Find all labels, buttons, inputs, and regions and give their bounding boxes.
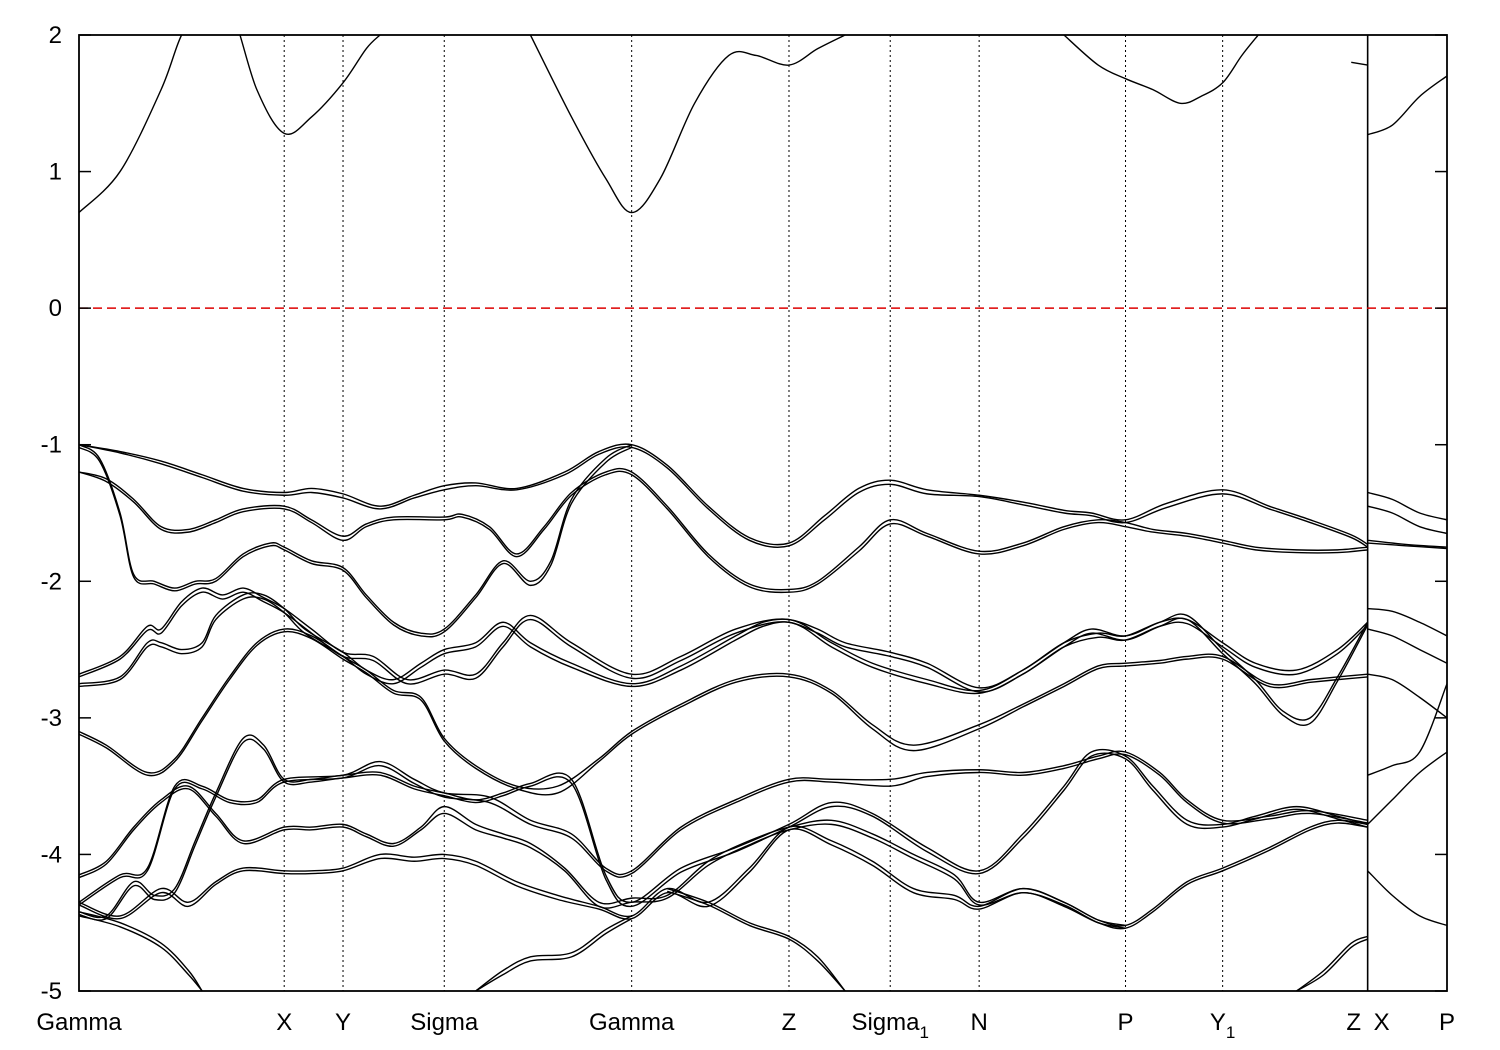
band-line-36	[1367, 539, 1447, 548]
band-line-31	[667, 890, 846, 991]
y-tick-label: 1	[49, 159, 62, 186]
band-line-32	[1296, 935, 1368, 991]
band-line-38	[1367, 607, 1447, 637]
band-line-16	[79, 628, 1368, 790]
band-line-35	[1367, 505, 1447, 535]
band-line-10	[79, 444, 632, 635]
band-line-21	[79, 738, 1368, 921]
band-line-9	[79, 470, 1368, 594]
x-kpoint-label: Z	[782, 1009, 797, 1036]
x-kpoint-label: Sigma1	[851, 1009, 929, 1042]
x-kpoint-label: Z	[1346, 1009, 1361, 1036]
plot-frame	[78, 34, 1448, 992]
x-kpoint-label: Gamma	[589, 1009, 675, 1036]
band-line-14	[79, 587, 1369, 721]
band-line-11	[79, 446, 633, 638]
band-line-2	[529, 35, 846, 214]
x-kpoint-label: Gamma	[36, 1009, 122, 1036]
x-kpoint-label: X	[1374, 1009, 1390, 1036]
band-line-33	[1296, 938, 1368, 991]
band-line-37	[1367, 542, 1447, 550]
band-line-4	[1351, 61, 1368, 66]
band-line-27	[79, 915, 203, 991]
band-line-1	[79, 35, 381, 214]
x-kpoint-label: Y	[335, 1009, 351, 1036]
y-tick-label: -4	[41, 841, 62, 868]
band-line-28	[475, 915, 632, 991]
band-line-19	[79, 753, 1368, 906]
band-line-20	[79, 734, 1368, 919]
x-kpoint-label: P	[1118, 1009, 1134, 1036]
x-kpoint-label: Sigma	[410, 1009, 479, 1036]
band-line-24	[79, 825, 1126, 927]
x-axis-kpoint-labels: Gamma X Y Sigma Gamma Z Sigma1 N P Y1 Z X P	[36, 1009, 1455, 1042]
x-kpoint-label: Y1	[1210, 1009, 1235, 1042]
x-kpoint-label: N	[970, 1009, 987, 1036]
band-line-26	[79, 911, 203, 991]
band-line-22	[79, 785, 1368, 927]
band-line-43	[1367, 870, 1447, 927]
band-line-12	[79, 592, 1369, 689]
x-kpoint-label: P	[1439, 1009, 1455, 1036]
plot-border	[78, 34, 1448, 992]
y-tick-label: -1	[41, 432, 62, 459]
band-line-17	[79, 630, 1368, 796]
y-tick-label: -3	[41, 705, 62, 732]
band-line-3	[1063, 35, 1259, 105]
band-line-18	[79, 750, 1368, 903]
band-line-40	[1367, 673, 1447, 719]
band-line-39	[1367, 628, 1447, 664]
band-line-15	[79, 591, 1369, 727]
band-line-42	[1367, 751, 1447, 825]
band-line-25	[79, 828, 1126, 929]
band-line-29	[475, 918, 633, 991]
kpoint-vertical-lines	[283, 35, 1369, 991]
y-tick-label: -2	[41, 568, 62, 595]
band-lines	[79, 35, 1447, 991]
y-tick-label: 0	[49, 295, 62, 322]
band-line-30	[667, 887, 846, 991]
band-line-6	[79, 443, 1369, 546]
y-axis-ticks: 2 1 0 -1 -2 -3 -4 -5	[41, 22, 1447, 1005]
band-line-8	[79, 467, 1368, 591]
band-line-5	[1367, 75, 1447, 136]
band-line-13	[79, 596, 1369, 693]
band-line-34	[1367, 491, 1447, 521]
y-tick-label: -5	[41, 978, 62, 1005]
band-line-7	[79, 444, 1369, 548]
x-kpoint-label: X	[276, 1009, 292, 1036]
y-tick-label: 2	[49, 22, 62, 49]
band-line-41	[1367, 683, 1447, 776]
